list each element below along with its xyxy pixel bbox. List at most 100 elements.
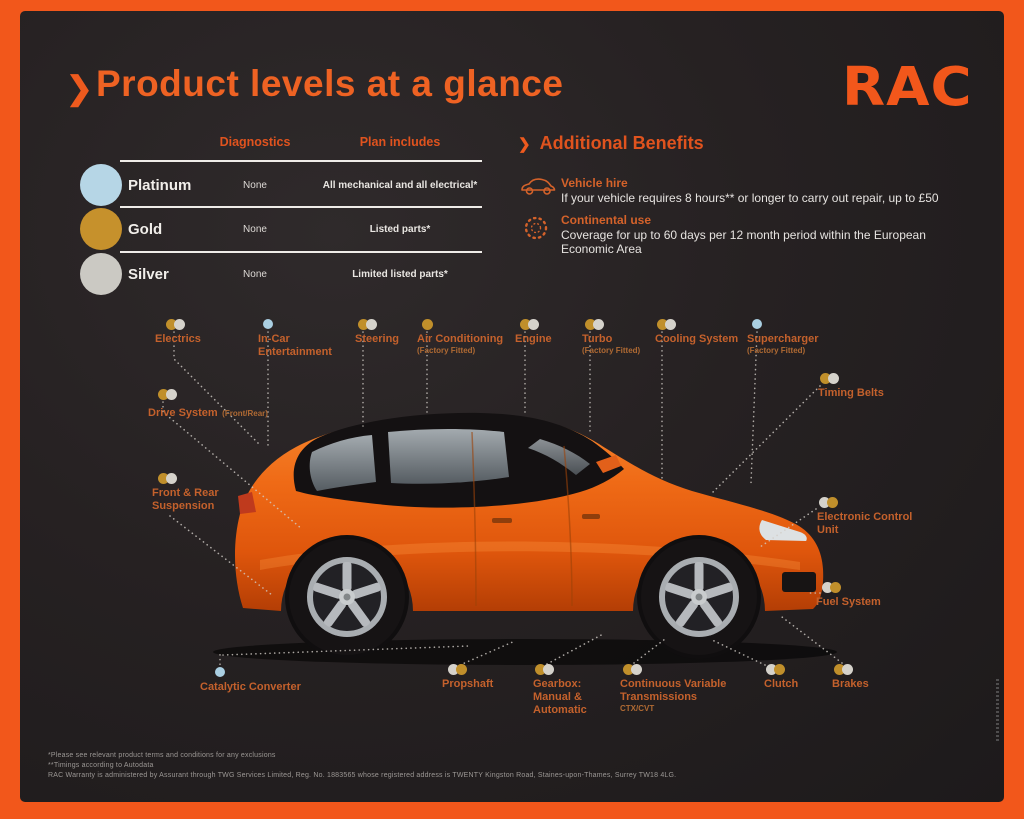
silver-dot [174,318,185,330]
part-name: Electronic Control Unit [817,511,913,536]
silver-dot [842,663,853,675]
tier-name-gold: Gold [128,220,163,238]
part-label-electronic-control-unit: Electronic Control Unit [817,496,929,537]
part-label-in-car-entertainment: In-Car Entertainment [258,318,353,359]
coverage-dots [158,388,323,400]
silver-dot [828,372,839,384]
silver-dot [593,318,604,330]
part-name: In-Car Entertainment [258,333,332,358]
side-window [388,429,509,484]
footnote-exclusions: *Please see relevant product terms and c… [48,752,276,759]
coverage-dots [263,318,353,330]
part-subtext: (Factory Fitted) [417,346,476,355]
part-name: Air Conditioning [417,333,504,345]
coverage-dots [585,318,677,330]
coverage-dots [752,318,847,330]
footnote-legal: RAC Warranty is administered by Assurant… [48,772,677,779]
part-label-gearbox: Gearbox: Manual & Automatic [533,663,613,717]
gold-dot [166,318,177,330]
windscreen [528,439,590,475]
column-header-diagnostics: Diagnostics [219,135,291,149]
headlight [759,520,807,541]
part-label-electrics: Electrics [155,318,225,346]
coverage-dots [657,318,765,330]
part-name: Electrics [155,333,201,345]
part-subtext: (Factory Fitted) [747,346,806,355]
part-name: Engine [515,333,552,345]
chevron-icon: ❯ [66,70,93,106]
tier-plan-includes: Listed parts* [369,223,431,235]
platinum-dot [215,667,225,677]
part-label-steering: Steering [355,318,425,346]
part-label-timing-belts: Timing Belts [818,372,908,400]
part-label-drive-system: Drive System (Front/Rear) [148,388,323,421]
silver-dot [366,318,377,330]
platinum-dot [752,319,762,329]
infographic-panel: ❯ Product levels at a glance RAC Diagnos… [20,11,1004,802]
silver-dot [166,472,177,484]
coverage-dots [766,663,824,675]
part-subtext: (Front/Rear) [222,409,268,418]
table-divider [120,251,482,253]
gold-swatch [80,208,122,250]
rear-window [309,435,376,491]
vertical-fine-print [996,679,999,743]
front-wheel [637,535,761,659]
part-name: Steering [355,333,400,345]
coverage-dots [215,666,350,678]
coverage-dots [834,663,892,675]
coverage-dots [520,318,575,330]
part-label-supercharger: Supercharger (Factory Fitted) [747,318,847,356]
silver-dot [819,496,830,508]
car-roof-glass [293,412,624,508]
rear-wheel [285,535,409,659]
coverage-dots [422,318,537,330]
silver-dot [665,318,676,330]
connector-lines [162,331,843,670]
part-name: Propshaft [442,678,494,690]
benefit-desc-vehicle-hire: If your vehicle requires 8 hours** or lo… [561,191,939,205]
platinum-swatch [80,164,122,206]
table-divider [120,160,482,162]
coverage-dots [535,663,613,675]
chevron-icon: ❯ [518,136,531,153]
door-handle [492,518,512,523]
part-label-front-rear-suspension: Front & Rear Suspension [152,472,242,513]
gold-dot [827,496,838,508]
benefit-title-vehicle-hire: Vehicle hire [561,176,628,190]
gold-dot [358,318,369,330]
part-name: Catalytic Converter [200,681,301,693]
part-label-brakes: Brakes [832,663,892,691]
gold-dot [422,318,433,330]
part-name: Fuel System [816,596,881,608]
tier-plan-includes: All mechanical and all electrical* [322,179,478,191]
part-name: Brakes [832,678,869,690]
silver-dot [822,581,833,593]
additional-benefits-title: Additional Benefits [539,133,704,153]
tier-diagnostics: None [243,268,267,280]
gold-dot [158,388,169,400]
part-name: Front & Rear Suspension [152,487,219,512]
part-label-catalytic-converter: Catalytic Converter [200,666,350,694]
door-seam [471,431,477,607]
part-name: Clutch [764,678,799,690]
silver-dot [766,663,777,675]
part-name: Drive System [148,407,218,419]
car-body [234,413,824,611]
gold-dot [830,581,841,593]
door-seam [563,445,573,607]
part-name: Continuous Variable Transmissions [620,678,727,703]
coverage-dots [623,663,740,675]
coverage-dots [158,472,242,484]
tier-diagnostics: None [243,179,267,191]
part-label-air-conditioning: Air Conditioning (Factory Fitted) [417,318,537,356]
side-mirror [596,455,621,473]
silver-dot [166,388,177,400]
vehicle-hire-car-icon [521,178,556,195]
table-divider [120,206,482,208]
coverage-dots [448,663,527,675]
footnote-timings: **Timings according to Autodata [48,762,154,769]
tier-diagnostics: None [243,223,267,235]
tier-plan-includes: Limited listed parts* [352,268,448,280]
